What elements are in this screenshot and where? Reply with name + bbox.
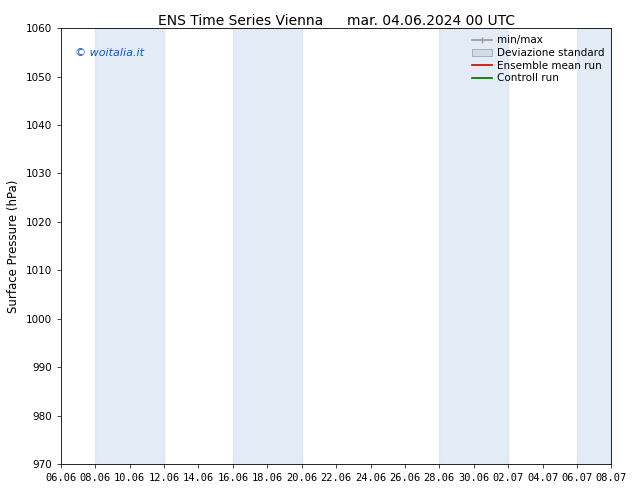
- Bar: [439, 28, 508, 464]
- Bar: [95, 28, 164, 464]
- Text: mar. 04.06.2024 00 UTC: mar. 04.06.2024 00 UTC: [347, 14, 515, 28]
- Bar: [233, 28, 302, 464]
- Text: © woitalia.it: © woitalia.it: [75, 48, 143, 58]
- Y-axis label: Surface Pressure (hPa): Surface Pressure (hPa): [7, 179, 20, 313]
- Bar: [577, 28, 611, 464]
- Text: ENS Time Series Vienna: ENS Time Series Vienna: [158, 14, 323, 28]
- Legend: min/max, Deviazione standard, Ensemble mean run, Controll run: min/max, Deviazione standard, Ensemble m…: [470, 33, 606, 85]
